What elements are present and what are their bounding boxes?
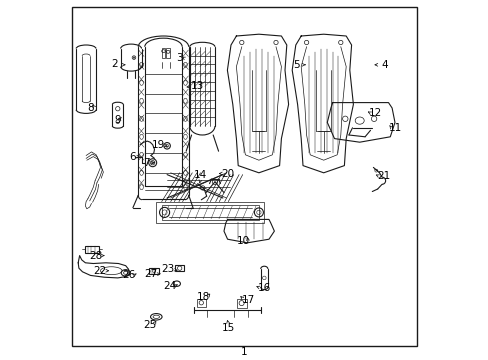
- Bar: [149, 268, 159, 274]
- Text: 17: 17: [241, 294, 254, 305]
- Text: 19: 19: [152, 140, 165, 150]
- Text: 6: 6: [129, 152, 135, 162]
- Text: 11: 11: [388, 123, 402, 133]
- Text: 18: 18: [196, 292, 209, 302]
- Bar: [162, 205, 258, 220]
- Text: 24: 24: [163, 281, 176, 291]
- Text: 12: 12: [368, 108, 382, 118]
- Text: 3: 3: [176, 53, 183, 63]
- Text: 25: 25: [143, 320, 157, 330]
- Bar: [166, 48, 170, 58]
- Text: 20: 20: [221, 168, 234, 179]
- Text: 10: 10: [237, 236, 250, 246]
- Text: 22: 22: [93, 266, 106, 276]
- Bar: [236, 299, 246, 308]
- Bar: [197, 299, 205, 307]
- Bar: [175, 265, 184, 271]
- Text: 7: 7: [143, 158, 150, 168]
- Text: 27: 27: [144, 269, 157, 279]
- Bar: [85, 246, 99, 253]
- Text: 15: 15: [221, 323, 234, 333]
- Text: 26: 26: [122, 270, 135, 280]
- Bar: [162, 48, 165, 58]
- Bar: [156, 202, 264, 223]
- Text: 28: 28: [89, 251, 102, 261]
- Text: 13: 13: [190, 81, 203, 91]
- Text: 4: 4: [381, 60, 387, 70]
- Text: 2: 2: [111, 59, 117, 69]
- Text: 16: 16: [258, 283, 271, 293]
- Text: 5: 5: [293, 60, 300, 70]
- Text: 9: 9: [114, 114, 121, 125]
- Text: 14: 14: [194, 170, 207, 180]
- Text: 21: 21: [377, 171, 390, 181]
- Text: 23: 23: [161, 264, 174, 274]
- Text: 1: 1: [241, 347, 247, 357]
- Text: 8: 8: [87, 103, 94, 113]
